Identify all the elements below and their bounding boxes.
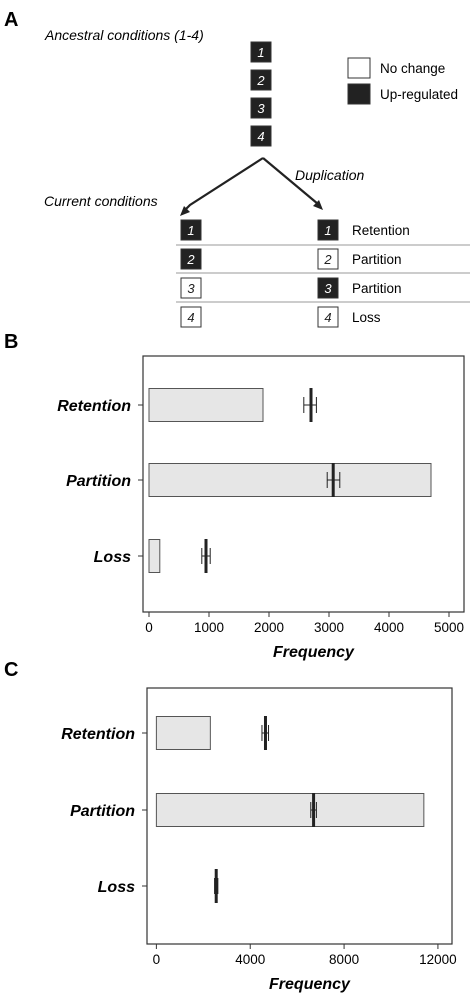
y-tick-label-partition: Partition	[66, 473, 131, 490]
duplicate-condition-2-box	[317, 248, 339, 270]
plot-frame	[146, 687, 453, 945]
ancestral-boxes: 1 2 3 4	[250, 41, 272, 147]
bar-retention	[155, 716, 211, 750]
legend-swatch-up-regulated	[347, 83, 371, 105]
current-condition-rows: 1 1 Retention 2 2 Partition 3 3 Partition 4 4 Loss	[180, 219, 410, 328]
outcome-label: Loss	[352, 310, 381, 325]
bar-loss	[148, 539, 161, 573]
panel-a-letter: A	[4, 9, 18, 31]
current-condition-1-box	[180, 219, 202, 241]
legend-label-up-regulated: Up-regulated	[380, 87, 458, 102]
duplicate-condition-4-number: 4	[324, 310, 331, 325]
chart-panel-c: Retention Partition Loss 0 4000 8000 12000 Freq…	[61, 687, 457, 993]
duplicate-condition-1-box	[317, 219, 339, 241]
current-condition-4-number: 4	[187, 310, 194, 325]
x-tick-label: 0	[153, 952, 161, 967]
duplicate-condition-2: 2	[317, 248, 339, 270]
ancestral-condition-2-box	[250, 69, 272, 91]
arrow-to-current	[182, 157, 264, 213]
ancestral-condition-3-number: 3	[257, 101, 265, 116]
x-axis-label: Frequency	[269, 976, 351, 993]
current-condition-3-box	[180, 277, 202, 299]
duplicate-condition-4: 4	[317, 306, 339, 328]
current-condition-2: 2	[180, 248, 202, 270]
ancestral-condition-1-box	[250, 41, 272, 63]
current-condition-1-number: 1	[187, 223, 194, 238]
ancestral-condition-1: 1	[250, 41, 272, 63]
current-condition-1: 1	[180, 219, 202, 241]
panel-a: A Ancestral conditions (1-4) Current con…	[4, 9, 470, 328]
legend-label-no-change: No change	[380, 61, 445, 76]
ancestral-condition-4-box	[250, 125, 272, 147]
x-tick-label: 4000	[374, 620, 404, 635]
x-tick-label: 2000	[254, 620, 284, 635]
ancestral-condition-4: 4	[250, 125, 272, 147]
current-condition-4: 4	[180, 306, 202, 328]
x-tick-label: 12000	[419, 952, 457, 967]
y-tick-label-loss: Loss	[98, 879, 135, 896]
outcome-label: Partition	[352, 281, 402, 296]
duplicate-condition-3-box	[317, 277, 339, 299]
ancestral-condition-3-box	[250, 97, 272, 119]
current-condition-3: 3	[180, 277, 202, 299]
arrow-to-duplicate	[262, 157, 319, 205]
ancestral-condition-3: 3	[250, 97, 272, 119]
x-tick-label: 5000	[434, 620, 464, 635]
x-tick-label: 3000	[314, 620, 344, 635]
y-tick-label-partition: Partition	[70, 803, 135, 820]
arrow-head-left	[180, 206, 190, 216]
ancestral-conditions-title: Ancestral conditions (1-4)	[44, 27, 204, 43]
duplicate-condition-1: 1	[317, 219, 339, 241]
duplicate-condition-3-number: 3	[324, 281, 332, 296]
panel-c-letter: C	[4, 659, 18, 681]
outcome-label: Partition	[352, 252, 402, 267]
current-condition-3-number: 3	[187, 281, 195, 296]
duplicate-condition-3: 3	[317, 277, 339, 299]
bar-retention	[148, 388, 264, 422]
current-condition-4-box	[180, 306, 202, 328]
ancestral-condition-2-number: 2	[256, 73, 265, 88]
duplicate-condition-4-box	[317, 306, 339, 328]
outcome-label: Retention	[352, 223, 410, 238]
duplicate-condition-2-number: 2	[323, 252, 332, 267]
bar-partition	[148, 463, 432, 497]
arrow-head-right	[313, 200, 323, 210]
duplication-label: Duplication	[295, 167, 364, 183]
current-conditions-title: Current conditions	[44, 193, 158, 209]
plot-frame	[142, 355, 465, 613]
y-tick-label-loss: Loss	[94, 549, 131, 566]
ancestral-condition-1-number: 1	[257, 45, 264, 60]
x-axis-label: Frequency	[273, 644, 355, 661]
x-tick-label: 1000	[194, 620, 224, 635]
x-tick-label: 4000	[235, 952, 265, 967]
x-tick-label: 8000	[329, 952, 359, 967]
bar-partition	[155, 793, 425, 827]
current-condition-2-number: 2	[186, 252, 195, 267]
current-condition-2-box	[180, 248, 202, 270]
legend-swatch-no-change	[347, 57, 371, 79]
ancestral-condition-2: 2	[250, 69, 272, 91]
ancestral-condition-4-number: 4	[257, 129, 264, 144]
panel-b-letter: B	[4, 331, 18, 353]
chart-panel-b: Retention Partition Loss 0 1000 2000 3000 4000 5…	[57, 355, 465, 661]
duplicate-condition-1-number: 1	[324, 223, 331, 238]
x-tick-label: 0	[145, 620, 153, 635]
y-tick-label-retention: Retention	[57, 398, 131, 415]
y-tick-label-retention: Retention	[61, 726, 135, 743]
